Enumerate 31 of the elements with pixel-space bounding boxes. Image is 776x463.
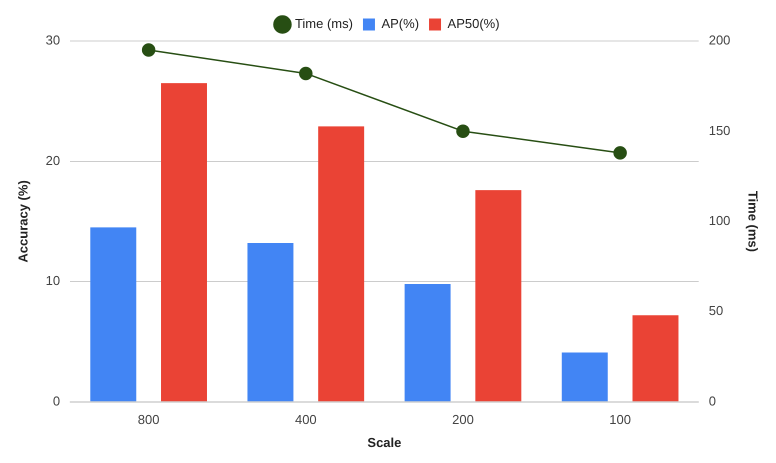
point xyxy=(613,146,627,160)
bar xyxy=(475,190,522,402)
y2-tick-label: 50 xyxy=(708,303,724,318)
point xyxy=(142,43,156,57)
y2-tick-label: 200 xyxy=(708,32,730,48)
legend-label: AP50(%) xyxy=(448,16,500,32)
y2-tick-label: 0 xyxy=(708,393,716,408)
y2-axis-title: Time (ms) xyxy=(746,190,761,252)
bar xyxy=(318,126,364,402)
bar xyxy=(562,352,608,402)
x-axis-title: Scale xyxy=(367,434,402,450)
y-axis-title: Accuracy (%) xyxy=(15,180,30,263)
legend-label: Time (ms) xyxy=(294,16,353,32)
y-tick-label: 30 xyxy=(46,32,60,48)
x-tick-label: 400 xyxy=(294,412,317,428)
point xyxy=(299,66,313,80)
bar xyxy=(247,243,294,402)
bar xyxy=(161,83,207,402)
x-tick-label: 800 xyxy=(138,412,160,428)
legend-label: AP(%) xyxy=(381,16,420,32)
x-tick-label: 200 xyxy=(452,412,474,428)
y-tick-label: 0 xyxy=(52,393,60,408)
y2-tick-label: 100 xyxy=(708,212,730,228)
bar xyxy=(404,284,451,402)
y-tick-label: 10 xyxy=(46,273,60,288)
y-tick-label: 20 xyxy=(46,152,60,168)
y2-tick-label: 150 xyxy=(708,122,730,138)
point xyxy=(456,124,470,138)
bar xyxy=(632,315,678,402)
x-tick-label: 100 xyxy=(609,412,631,428)
bar xyxy=(90,227,136,402)
